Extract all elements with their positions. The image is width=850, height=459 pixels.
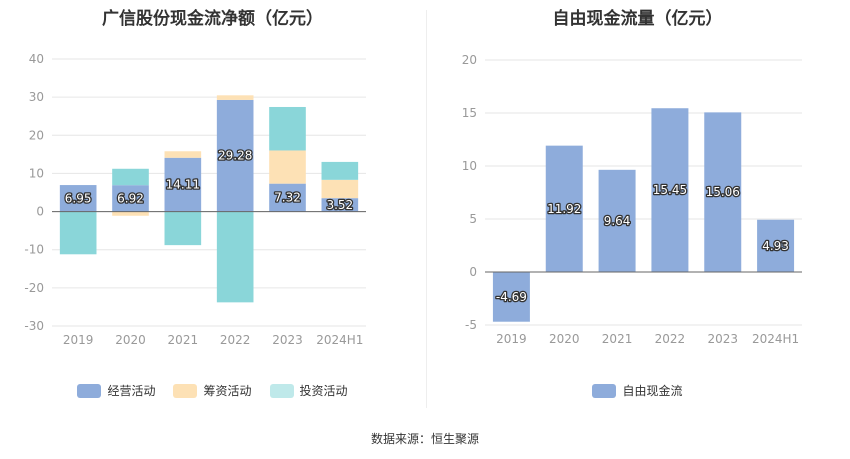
legend-label: 经营活动 (107, 384, 156, 398)
bar (164, 211, 202, 246)
bar (321, 198, 359, 212)
data-label: 15.45 (653, 183, 687, 197)
data-label: 4.93 (762, 239, 789, 253)
x-tick-label: 2020 (549, 332, 580, 346)
legend-item-investing[interactable]: 投资活动 (269, 382, 348, 399)
x-tick-label: 2023 (707, 332, 738, 346)
y-tick-label: 20 (29, 128, 44, 142)
y-tick-label: 20 (462, 53, 477, 67)
data-source: 数据来源：恒生聚源 (370, 432, 479, 446)
cashflow-net-chart: -30 -20 -10 0 10 20 30 40 2019 2020 2021 2022 2023 20… (24, 52, 366, 347)
y-tick-label: 10 (462, 159, 477, 173)
bar (216, 211, 254, 303)
free-cashflow-chart-panel: 自由现金流量（亿元） -5 0 5 10 15 20 2019 2020 2021 2022 202… (425, 0, 850, 410)
y-tick-label: 0 (36, 205, 44, 219)
y-tick-label: 15 (462, 106, 477, 120)
x-tick-label: 2019 (63, 333, 94, 347)
y-tick-label: 30 (29, 90, 44, 104)
chart-title: 广信股份现金流净额（亿元） (102, 9, 323, 29)
bar (321, 179, 359, 199)
x-tick-label: 2024H1 (316, 333, 363, 347)
x-tick-label: 2021 (602, 332, 633, 346)
data-label: 9.64 (604, 214, 631, 228)
bar (651, 108, 689, 272)
legend-swatch (269, 383, 294, 398)
x-tick-label: 2022 (655, 332, 686, 346)
bar (59, 211, 97, 255)
legend-label: 自由现金流 (622, 384, 683, 398)
legend-swatch (173, 383, 198, 398)
bar (164, 157, 202, 212)
x-tick-label: 2019 (496, 332, 527, 346)
data-label: 7.32 (274, 191, 301, 205)
bar (216, 99, 254, 212)
legend-item-operating[interactable]: 经营活动 (77, 382, 155, 399)
bar (757, 219, 795, 272)
data-label: 29.28 (218, 149, 252, 163)
chart-title: 自由现金流量（亿元） (552, 9, 723, 29)
legend-swatch (592, 383, 617, 398)
legend: 经营活动 筹资活动 投资活动 (0, 382, 425, 399)
data-label: 6.92 (117, 191, 144, 205)
legend-swatch (77, 383, 102, 398)
x-tick-label: 2023 (272, 333, 303, 347)
y-tick-label: -30 (24, 319, 44, 333)
bar (321, 161, 359, 180)
data-label: 3.52 (326, 198, 353, 212)
legend-label: 筹资活动 (203, 384, 252, 398)
y-tick-label: 0 (469, 265, 477, 279)
x-tick-label: 2022 (220, 333, 251, 347)
bar (269, 183, 306, 212)
legend-label: 投资活动 (299, 384, 348, 398)
x-tick-label: 2021 (168, 333, 199, 347)
bar (112, 211, 149, 216)
bar (216, 95, 254, 100)
y-tick-label: 10 (29, 166, 44, 180)
y-tick-label: -10 (24, 243, 44, 257)
y-tick-label: 40 (29, 52, 44, 66)
legend-item-free-cashflow[interactable]: 自由现金流 (592, 382, 683, 399)
bar (59, 185, 97, 212)
bar (598, 169, 636, 272)
bar (492, 272, 530, 322)
data-label: 11.92 (547, 202, 581, 216)
cashflow-net-chart-panel: 广信股份现金流净额（亿元） -30 -20 -10 0 10 20 30 40 2019 2020… (0, 0, 425, 410)
panel-divider (426, 10, 427, 408)
y-tick-label: 5 (469, 212, 477, 226)
bar (164, 151, 202, 158)
legend: 自由现金流 (425, 382, 850, 399)
data-label: -4.69 (496, 290, 527, 304)
legend-item-financing[interactable]: 筹资活动 (173, 382, 252, 399)
bar (269, 106, 306, 151)
data-label: 15.06 (706, 185, 740, 199)
y-tick-label: -5 (465, 318, 477, 332)
bar (545, 145, 583, 272)
x-tick-label: 2024H1 (752, 332, 799, 346)
bar (112, 185, 149, 212)
bar (112, 168, 149, 186)
data-label: 14.11 (166, 178, 200, 192)
data-label: 6.95 (65, 191, 92, 205)
bar (704, 112, 742, 272)
y-tick-label: -20 (24, 281, 44, 295)
free-cashflow-chart: -5 0 5 10 15 20 2019 2020 2021 2022 2023 2024H1 -4.6… (462, 53, 802, 346)
x-tick-label: 2020 (115, 333, 146, 347)
bar (269, 150, 306, 184)
